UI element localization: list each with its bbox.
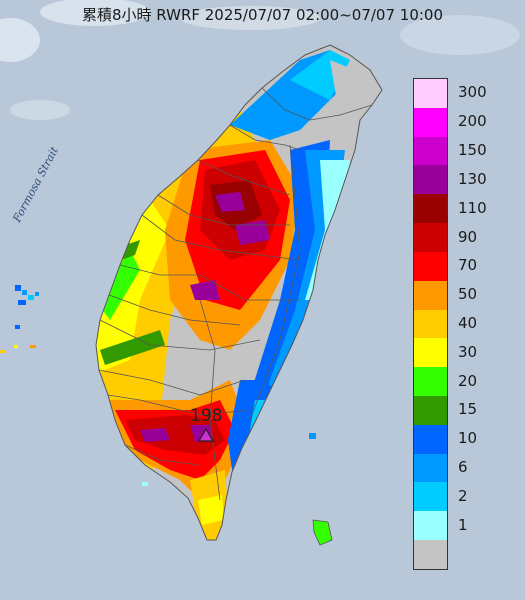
legend-label: 40 (458, 314, 478, 332)
legend-label: 20 (458, 371, 478, 390)
legend-swatch (414, 367, 447, 396)
max-value-label: 198 (190, 406, 223, 426)
legend-swatch (414, 395, 447, 425)
legend-swatch (414, 424, 447, 454)
legend-swatch (414, 165, 447, 195)
legend-label: 200 (458, 112, 487, 131)
coastline (95, 44, 383, 541)
legend-swatch (414, 482, 447, 512)
legend-swatch (414, 540, 447, 569)
legend-label: 30 (458, 342, 478, 361)
legend-label: 150 (458, 141, 487, 160)
cloud-cover (0, 0, 520, 120)
legend-label: 110 (458, 198, 487, 217)
legend-swatch (414, 280, 447, 310)
legend-label: 130 (458, 169, 487, 188)
legend-label: 2 (458, 486, 468, 505)
legend-swatch (414, 251, 447, 281)
legend-swatch (414, 194, 447, 224)
legend-swatch (414, 79, 447, 108)
legend-label: 10 (458, 429, 478, 448)
legend-label: 6 (458, 458, 468, 477)
legend-swatch (414, 223, 447, 252)
legend-label: 90 (458, 227, 478, 246)
legend-swatch (414, 511, 447, 540)
taiwan-island (96, 45, 382, 540)
legend-swatch (414, 309, 447, 339)
legend-swatch (414, 136, 447, 166)
legend-label: 15 (458, 400, 478, 419)
legend-label: 1 (458, 515, 468, 534)
legend-swatch (414, 338, 447, 368)
max-location-triangle-icon (198, 428, 214, 442)
color-legend-bar (413, 78, 448, 570)
legend-label: 70 (458, 256, 478, 275)
county-boundaries (98, 87, 373, 501)
legend-swatch (414, 453, 447, 483)
legend-label: 50 (458, 285, 478, 304)
offshore-echoes (0, 285, 333, 546)
map-title: 累積8小時 RWRF 2025/07/07 02:00~07/07 10:00 (81, 6, 444, 24)
legend-label: 300 (458, 83, 487, 102)
legend-swatch (414, 107, 447, 137)
